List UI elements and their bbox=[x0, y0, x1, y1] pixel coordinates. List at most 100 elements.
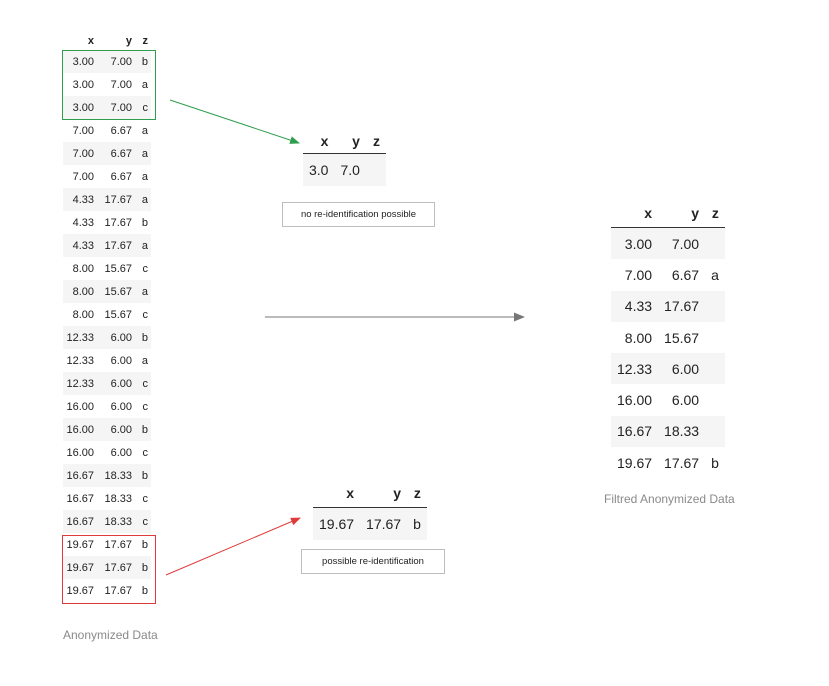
cell-z bbox=[705, 290, 725, 322]
column-header-y: y bbox=[360, 479, 408, 508]
cell-y: 17.67 bbox=[97, 234, 135, 257]
table-row: 4.33 17.67 a bbox=[63, 188, 151, 211]
column-header-y: y bbox=[125, 34, 132, 47]
cell-x: 16.00 bbox=[63, 418, 97, 441]
table-row: 3.0 7.0 bbox=[303, 153, 386, 186]
table-row: 16.67 18.33 bbox=[611, 415, 725, 448]
cell-z: b bbox=[407, 507, 427, 540]
cell-y: 7.00 bbox=[658, 227, 706, 260]
table-row: 16.00 6.00 c bbox=[63, 395, 151, 418]
cell-z: c bbox=[142, 446, 149, 459]
cell-z: a bbox=[141, 170, 148, 183]
cell-y: 6.00 bbox=[97, 372, 135, 395]
possible-reidentification-note: possible re-identification bbox=[301, 549, 445, 574]
cell-y: 6.00 bbox=[110, 354, 132, 367]
cell-x: 19.67 bbox=[63, 556, 97, 579]
cell-y: 15.67 bbox=[664, 329, 700, 346]
cell-z: a bbox=[141, 124, 148, 137]
cell-z: a bbox=[141, 78, 148, 91]
cell-y: 17.67 bbox=[104, 538, 132, 551]
cell-x: 8.00 bbox=[72, 308, 94, 321]
cell-x: 12.33 bbox=[63, 326, 97, 349]
cell-y: 7.00 bbox=[97, 50, 135, 73]
cell-z: c bbox=[142, 262, 149, 275]
column-header-z: z bbox=[407, 479, 427, 508]
cell-z: c bbox=[142, 400, 149, 413]
table-row: 16.67 18.33 c bbox=[63, 510, 151, 533]
cell-z: c bbox=[142, 492, 149, 505]
table-row: 12.33 6.00 a bbox=[63, 349, 151, 372]
risky-group-highlight bbox=[62, 535, 156, 604]
table-header-row: x y z bbox=[611, 198, 725, 228]
cell-x: 7.00 bbox=[72, 124, 94, 137]
cell-y: 7.00 bbox=[97, 96, 135, 119]
table-row: 3.00 7.00 b bbox=[63, 50, 151, 73]
table-row: 19.67 17.67 b bbox=[611, 447, 725, 478]
cell-y: 18.33 bbox=[658, 415, 706, 448]
cell-y: 15.67 bbox=[104, 308, 132, 321]
cell-x: 4.33 bbox=[63, 188, 97, 211]
cell-x: 7.00 bbox=[63, 142, 97, 165]
cell-x: 4.33 bbox=[72, 216, 94, 229]
table-header-row: x y z bbox=[63, 31, 151, 50]
filtered-data-rows: 3.00 7.00 7.00 6.67 a 4.33 17.67 8.00 15.67 12.33… bbox=[611, 227, 725, 479]
cell-y: 15.67 bbox=[104, 262, 132, 275]
cell-z: a bbox=[135, 234, 151, 257]
table-row: 19.67 17.67 b bbox=[63, 533, 151, 556]
cell-x: 4.33 bbox=[611, 290, 659, 322]
table-row: 8.00 15.67 c bbox=[63, 257, 151, 280]
column-header-y: y bbox=[658, 198, 706, 228]
table-row: 16.67 18.33 b bbox=[63, 464, 151, 487]
table-row: 4.33 17.67 bbox=[611, 290, 725, 322]
table-header-row: x y z bbox=[313, 479, 427, 508]
cell-y: 17.67 bbox=[104, 584, 132, 597]
cell-x: 3.0 bbox=[303, 153, 335, 186]
cell-y: 6.67 bbox=[671, 266, 700, 283]
cell-z: c bbox=[135, 96, 151, 119]
risky-group-arrow bbox=[165, 517, 301, 576]
cell-y: 17.67 bbox=[360, 507, 408, 540]
cell-z: b bbox=[711, 454, 719, 471]
table-row: 16.00 6.00 bbox=[611, 384, 725, 415]
cell-z: b bbox=[135, 50, 151, 73]
column-header-y: y bbox=[334, 128, 366, 154]
table-row: 19.67 17.67 b bbox=[313, 507, 427, 540]
cell-y: 6.00 bbox=[97, 418, 135, 441]
cell-x: 16.67 bbox=[66, 492, 94, 505]
column-header-x: x bbox=[87, 34, 94, 47]
table-row: 16.00 6.00 c bbox=[63, 441, 151, 464]
table-row: 16.00 6.00 b bbox=[63, 418, 151, 441]
table-row: 4.33 17.67 a bbox=[63, 234, 151, 257]
table-header-row: x y z bbox=[303, 128, 386, 154]
cell-x: 7.00 bbox=[624, 266, 653, 283]
cell-x: 16.00 bbox=[66, 400, 94, 413]
cell-y: 17.67 bbox=[664, 454, 700, 471]
table-row: 16.67 18.33 c bbox=[63, 487, 151, 510]
cell-z bbox=[705, 227, 725, 260]
cell-z: b bbox=[135, 418, 151, 441]
column-header-z: z bbox=[365, 128, 386, 154]
column-header-z: z bbox=[705, 198, 725, 228]
cell-y: 6.67 bbox=[110, 124, 132, 137]
cell-y: 17.67 bbox=[97, 556, 135, 579]
cell-x: 3.00 bbox=[611, 227, 659, 260]
cell-x: 8.00 bbox=[624, 329, 653, 346]
cell-x: 16.67 bbox=[63, 464, 97, 487]
column-header-x: x bbox=[303, 128, 335, 154]
cell-z: c bbox=[135, 510, 151, 533]
table-row: 7.00 6.67 a bbox=[63, 142, 151, 165]
cell-x: 19.67 bbox=[66, 538, 94, 551]
safe-group-table: x y z 3.0 7.0 bbox=[303, 128, 386, 186]
cell-z: b bbox=[141, 538, 148, 551]
cell-y: 18.33 bbox=[97, 464, 135, 487]
safe-group-highlight bbox=[62, 50, 156, 120]
cell-y: 6.67 bbox=[110, 170, 132, 183]
table-row: 19.67 17.67 b bbox=[63, 579, 151, 602]
cell-x: 19.67 bbox=[313, 507, 361, 540]
cell-y: 7.00 bbox=[110, 78, 132, 91]
table-row: 12.33 6.00 b bbox=[63, 326, 151, 349]
cell-z: a bbox=[135, 280, 151, 303]
cell-y: 15.67 bbox=[97, 280, 135, 303]
cell-x: 12.33 bbox=[63, 372, 97, 395]
